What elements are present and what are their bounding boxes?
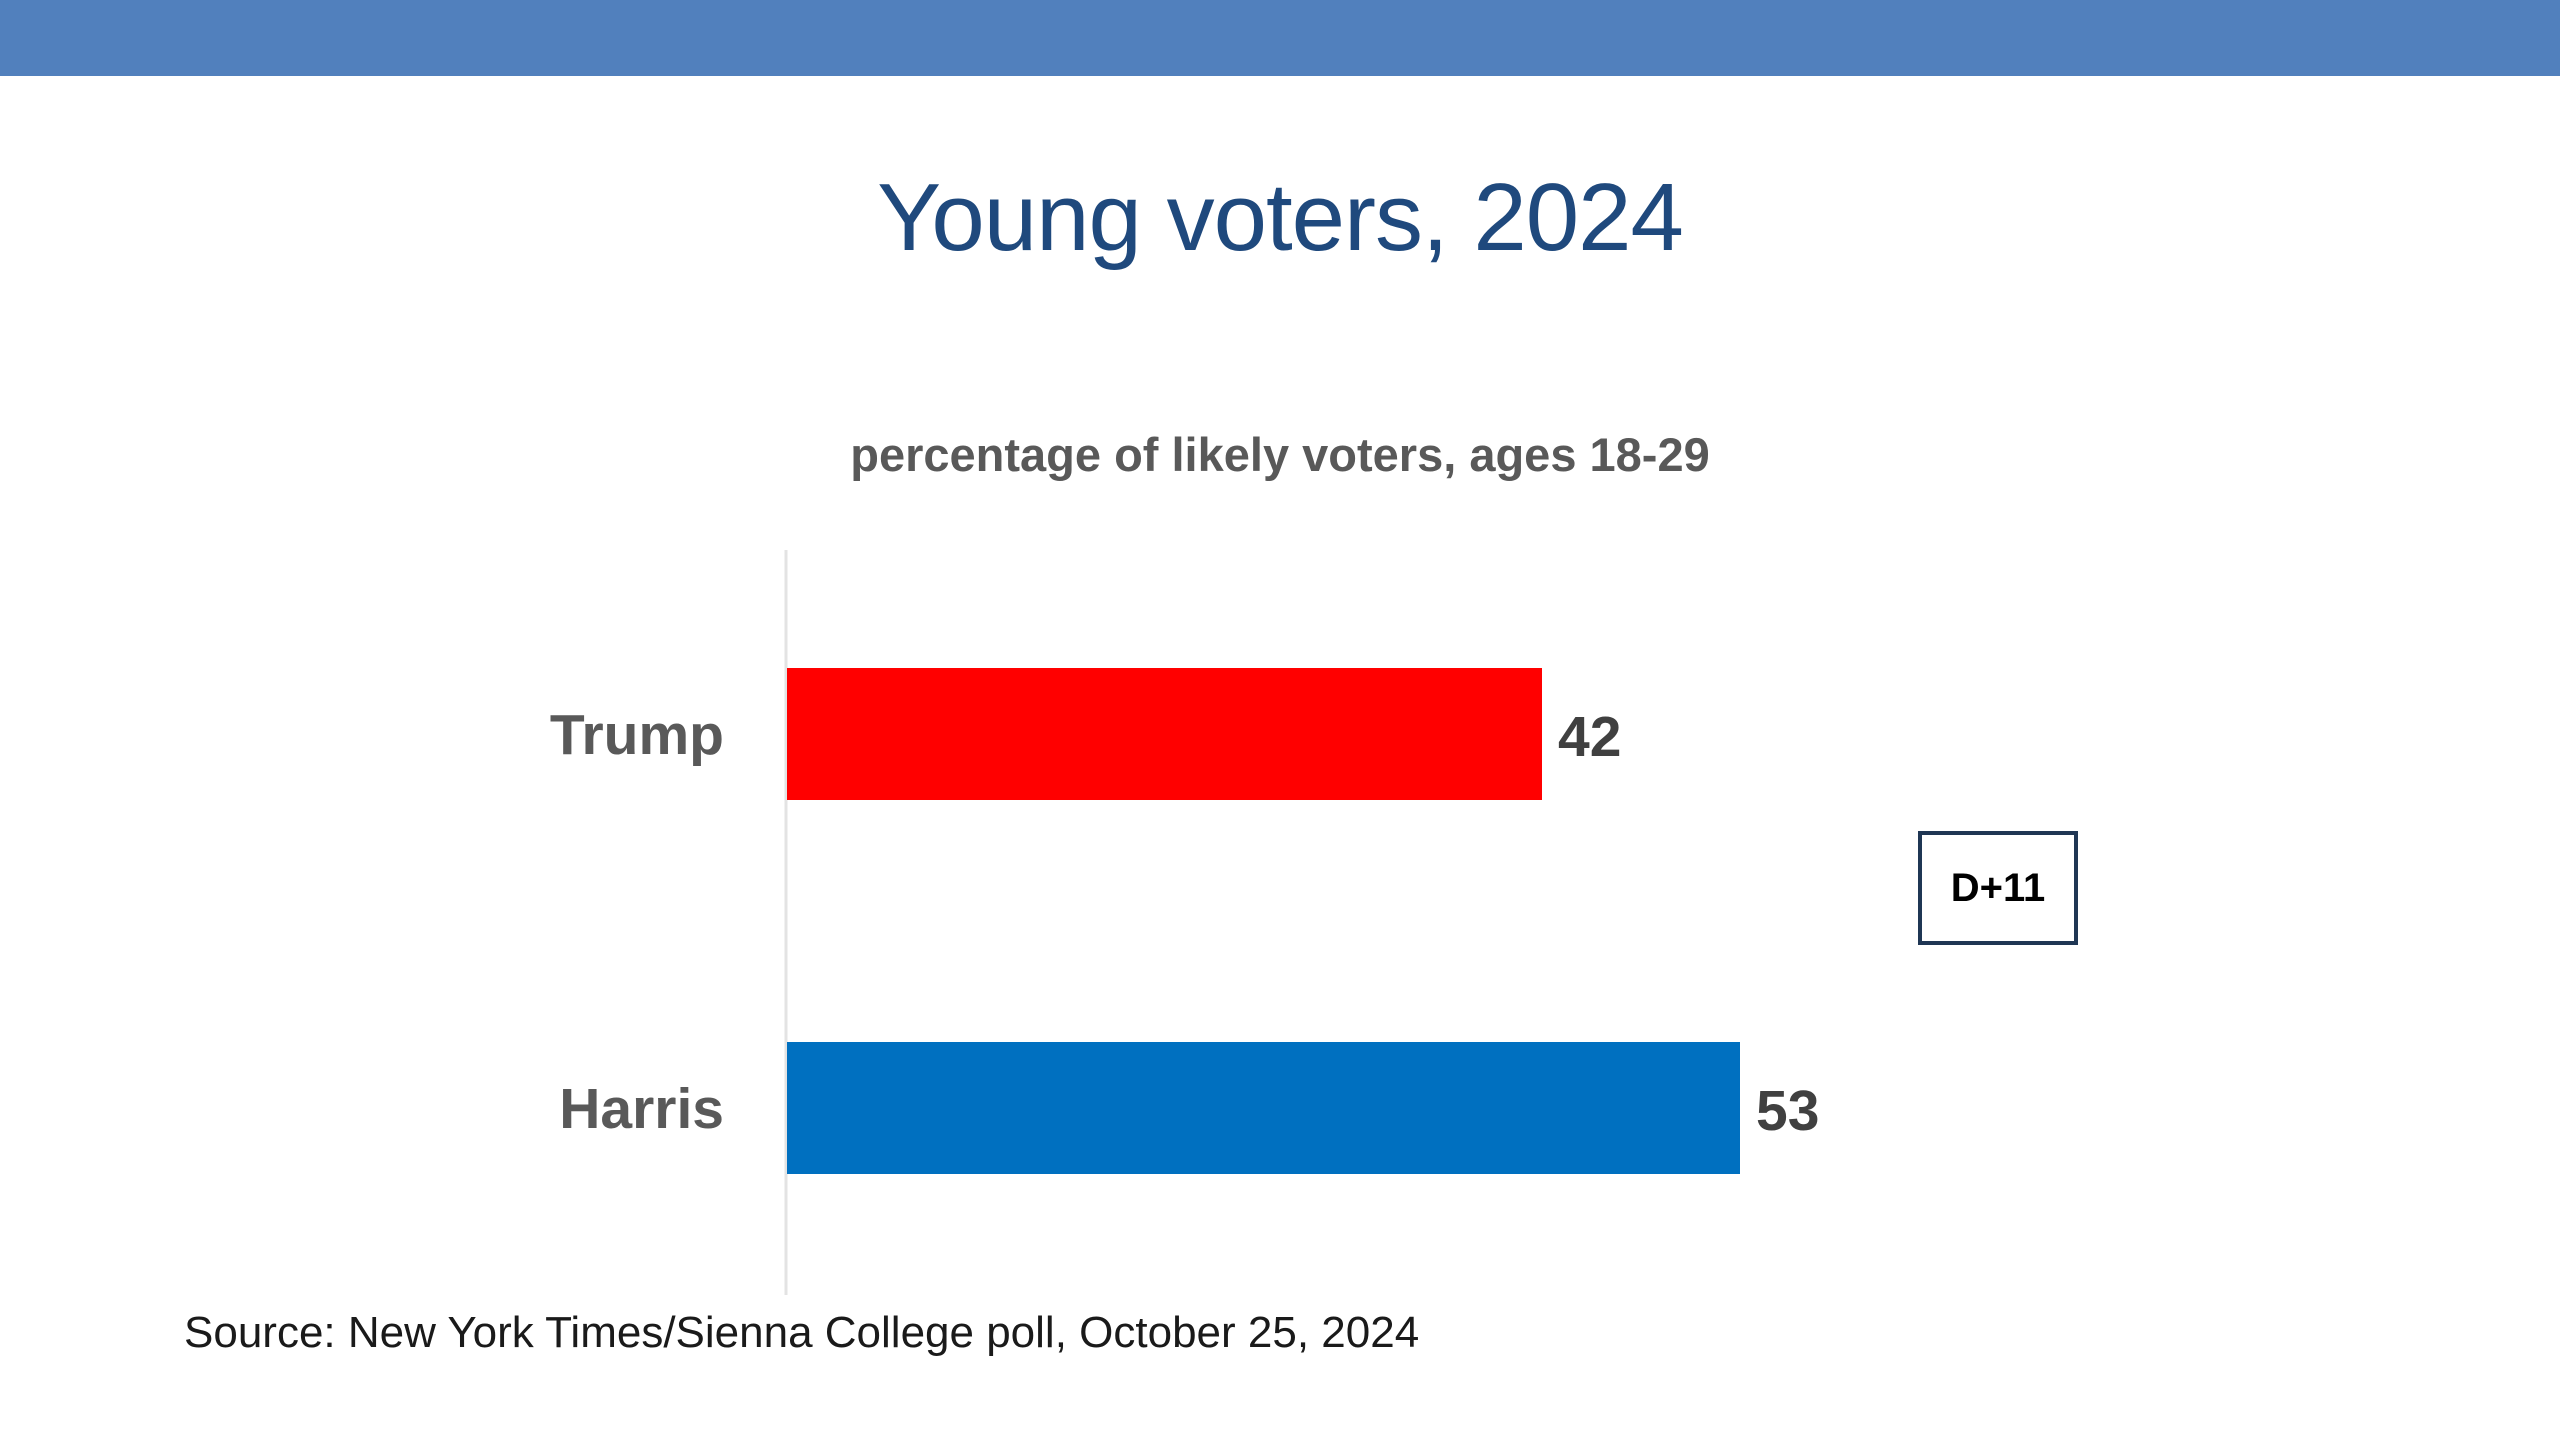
chart-subtitle: percentage of likely voters, ages 18-29 bbox=[850, 428, 1710, 481]
value-label-harris: 53 bbox=[1756, 1079, 1819, 1143]
source-note: Source: New York Times/Sienna College po… bbox=[184, 1308, 1420, 1357]
header-bar bbox=[0, 0, 2560, 76]
bar-trump bbox=[787, 668, 1542, 800]
margin-annotation-box: D+11 bbox=[1918, 831, 2078, 945]
category-label-trump: Trump bbox=[550, 703, 724, 767]
category-label-harris: Harris bbox=[559, 1077, 724, 1141]
value-label-trump: 42 bbox=[1558, 705, 1621, 769]
bar-harris bbox=[787, 1042, 1740, 1174]
chart-title: Young voters, 2024 bbox=[877, 164, 1684, 271]
margin-annotation-text: D+11 bbox=[1950, 865, 2046, 910]
